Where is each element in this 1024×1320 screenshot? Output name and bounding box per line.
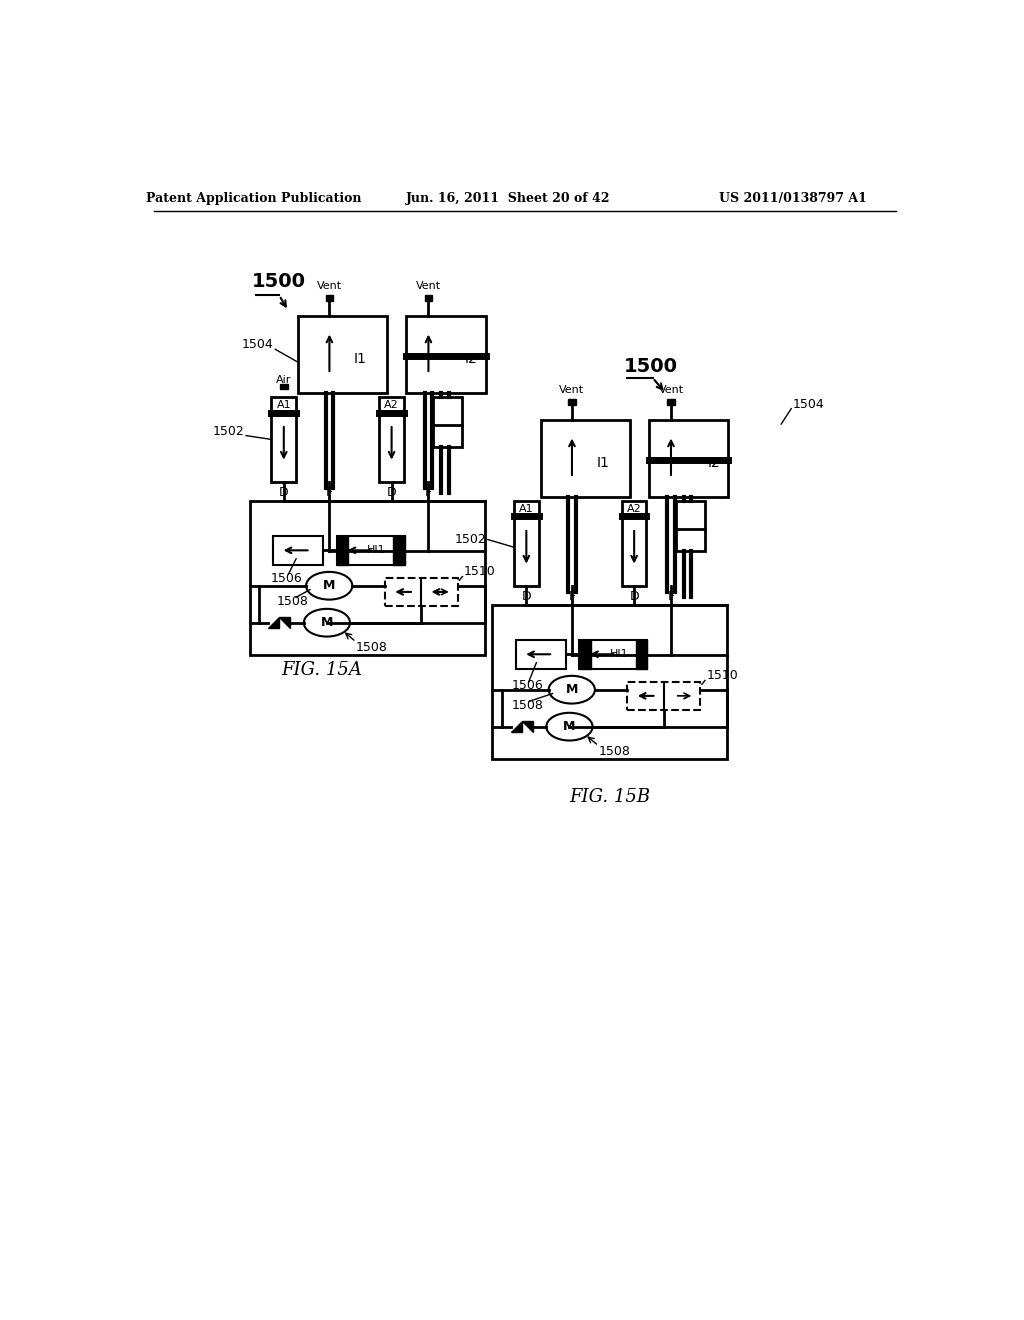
- Text: Air: Air: [276, 375, 292, 385]
- Text: D: D: [630, 590, 639, 603]
- Bar: [568, 400, 575, 405]
- Text: D: D: [521, 590, 531, 603]
- Text: 1504: 1504: [242, 338, 273, 351]
- Text: D: D: [279, 486, 289, 499]
- Text: D: D: [387, 486, 396, 499]
- Text: 1510: 1510: [707, 669, 738, 682]
- Bar: [280, 384, 288, 388]
- Bar: [515, 640, 565, 669]
- Text: 1502: 1502: [213, 425, 245, 438]
- Bar: [649, 420, 728, 498]
- Text: 1500: 1500: [252, 272, 306, 292]
- Text: M: M: [565, 684, 578, 696]
- Text: 1504: 1504: [793, 399, 824, 412]
- Text: HI1: HI1: [609, 649, 628, 659]
- Text: 1508: 1508: [599, 744, 631, 758]
- Text: I2: I2: [708, 455, 720, 470]
- Bar: [379, 397, 403, 482]
- Ellipse shape: [304, 609, 350, 636]
- Bar: [628, 682, 700, 710]
- Bar: [433, 397, 463, 447]
- Text: M: M: [563, 721, 575, 733]
- Polygon shape: [521, 721, 532, 733]
- Text: Jun. 16, 2011  Sheet 20 of 42: Jun. 16, 2011 Sheet 20 of 42: [406, 191, 610, 205]
- Text: Patent Application Publication: Patent Application Publication: [146, 191, 361, 205]
- Bar: [271, 397, 296, 482]
- Bar: [337, 536, 348, 565]
- Text: A1: A1: [276, 400, 291, 409]
- Text: 1506: 1506: [270, 572, 302, 585]
- Text: HI1: HI1: [367, 545, 385, 556]
- Bar: [493, 605, 727, 759]
- Text: I1: I1: [597, 455, 609, 470]
- Text: 1508: 1508: [276, 594, 308, 607]
- Bar: [514, 502, 539, 586]
- Text: M: M: [321, 616, 333, 630]
- Bar: [622, 502, 646, 586]
- Text: 1510: 1510: [464, 565, 496, 578]
- Text: Vent: Vent: [316, 281, 342, 292]
- Text: A1: A1: [519, 504, 534, 513]
- Text: US 2011/0138797 A1: US 2011/0138797 A1: [719, 191, 866, 205]
- Text: FIG. 15B: FIG. 15B: [569, 788, 650, 807]
- Text: FIG. 15A: FIG. 15A: [281, 661, 361, 680]
- Text: F: F: [425, 486, 432, 499]
- Ellipse shape: [547, 713, 593, 741]
- Text: 1508: 1508: [512, 698, 544, 711]
- Text: F: F: [326, 486, 333, 499]
- Text: 1508: 1508: [356, 640, 388, 653]
- Text: I2: I2: [465, 351, 477, 366]
- Bar: [385, 578, 458, 606]
- Polygon shape: [511, 721, 521, 733]
- Bar: [636, 640, 647, 669]
- Text: F: F: [568, 590, 575, 603]
- Bar: [393, 536, 404, 565]
- Text: Vent: Vent: [658, 385, 684, 395]
- Bar: [326, 296, 333, 301]
- Text: I1: I1: [354, 351, 367, 366]
- Ellipse shape: [549, 676, 595, 704]
- Bar: [425, 296, 432, 301]
- Bar: [407, 317, 485, 393]
- Bar: [541, 420, 630, 498]
- Text: 1500: 1500: [624, 356, 677, 376]
- Text: Vent: Vent: [416, 281, 441, 292]
- Bar: [298, 317, 387, 393]
- Text: Vent: Vent: [559, 385, 585, 395]
- Text: M: M: [323, 579, 336, 593]
- Text: F: F: [668, 590, 675, 603]
- Bar: [250, 502, 484, 655]
- Bar: [580, 640, 647, 669]
- Bar: [676, 502, 705, 552]
- Ellipse shape: [306, 572, 352, 599]
- Bar: [337, 536, 404, 565]
- Text: 1506: 1506: [512, 680, 544, 693]
- Bar: [667, 400, 675, 405]
- Polygon shape: [280, 618, 290, 628]
- Bar: [580, 640, 591, 669]
- Text: A2: A2: [627, 504, 641, 513]
- Text: A2: A2: [384, 400, 399, 409]
- Bar: [273, 536, 323, 565]
- Text: 1502: 1502: [455, 533, 486, 546]
- Polygon shape: [268, 618, 280, 628]
